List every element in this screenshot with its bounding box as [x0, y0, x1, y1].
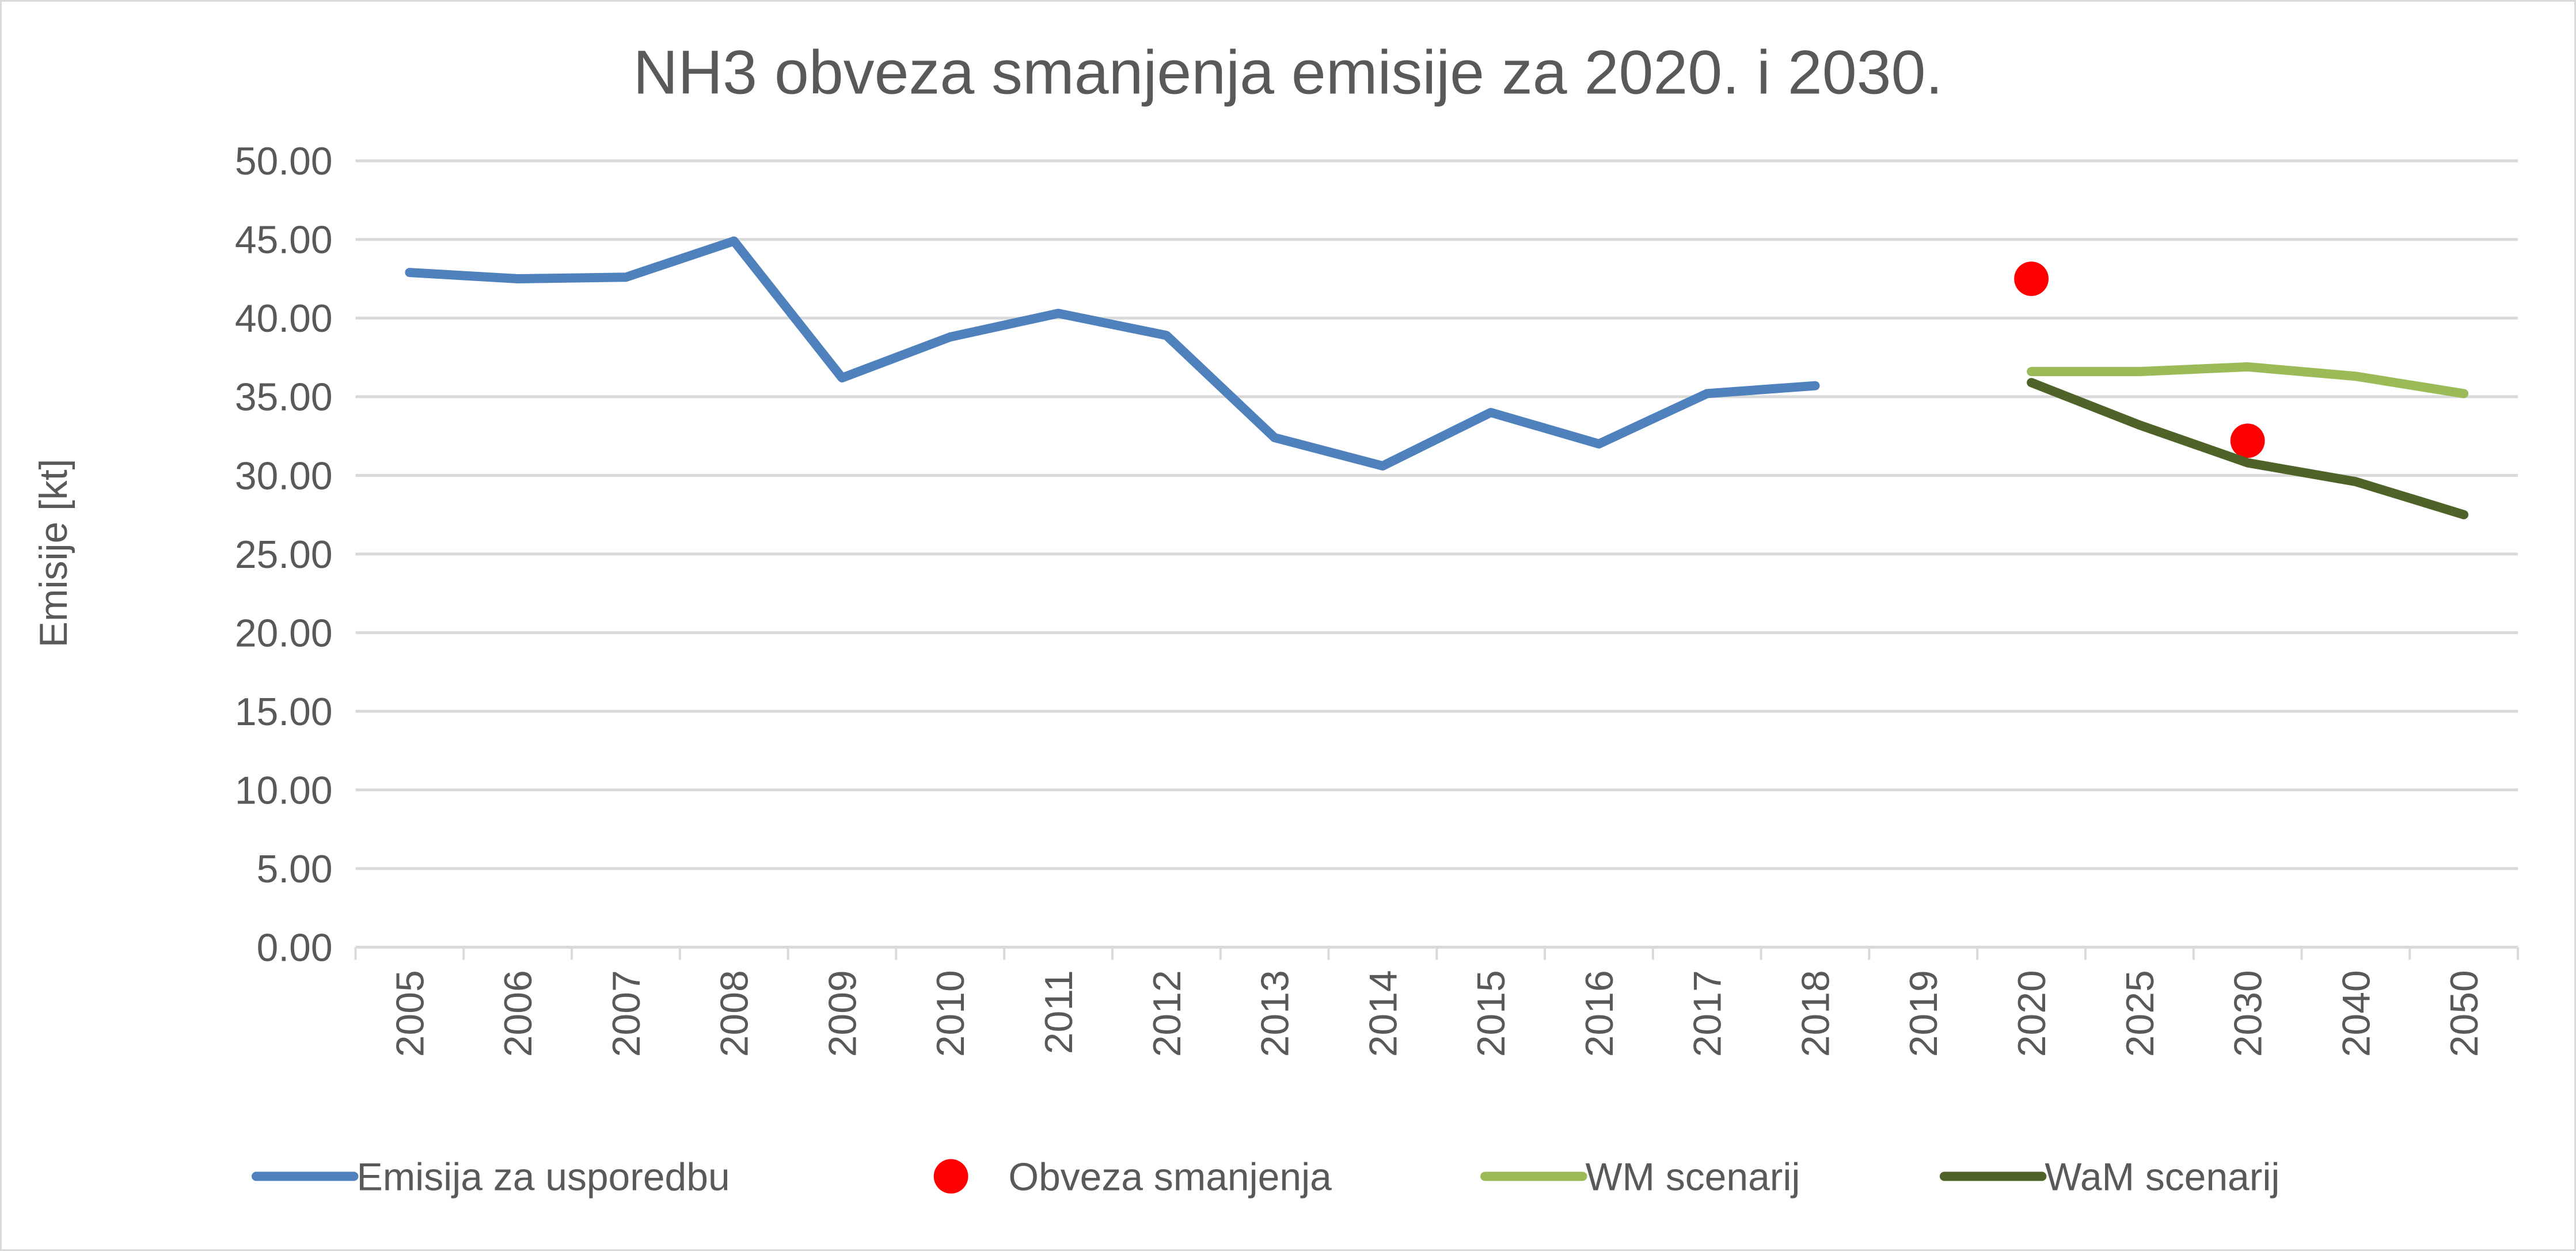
- y-tick-label: 0.00: [257, 926, 333, 969]
- y-tick-label: 20.00: [235, 612, 333, 655]
- x-tick-label: 2007: [605, 970, 648, 1057]
- legend-swatch: [933, 1159, 968, 1194]
- x-tick-label: 2005: [389, 970, 432, 1057]
- y-tick-label: 5.00: [257, 848, 333, 891]
- y-tick-label: 45.00: [235, 219, 333, 262]
- x-tick-label: 2050: [2443, 970, 2486, 1057]
- x-tick-label: 2015: [1470, 970, 1513, 1057]
- x-tick-label: 2006: [497, 970, 540, 1057]
- x-tick-label: 2010: [929, 970, 972, 1057]
- y-tick-label: 30.00: [235, 454, 333, 498]
- legend: Emisija za usporedbu Obveza smanjenja WM s…: [251, 1155, 2279, 1199]
- series-line-wm-scenarij: [2027, 362, 2469, 399]
- chart-title: NH3 obveza smanjenja emisije za 2020. i …: [633, 38, 1943, 107]
- y-tick-label: 35.00: [235, 376, 333, 419]
- x-tick-label: 2017: [1686, 970, 1730, 1057]
- x-tick-labels: 2005 2006 2007 2008 2009 2010 2011 2012 2013 2014…: [389, 970, 2486, 1057]
- x-tick-label: 2030: [2227, 970, 2270, 1057]
- x-tick-label: 2012: [1146, 970, 1189, 1057]
- y-tick-label: 15.00: [235, 691, 333, 734]
- legend-label: WM scenarij: [1586, 1155, 1800, 1199]
- legend-label: Emisija za usporedbu: [356, 1155, 730, 1199]
- legend-label: Obveza smanjenja: [1008, 1155, 1332, 1199]
- data-point-obveza: [2230, 423, 2265, 458]
- series-group: [405, 236, 2469, 520]
- x-tick-label: 2040: [2335, 970, 2378, 1057]
- gridlines: [354, 159, 2520, 960]
- x-tick-label: 2018: [1794, 970, 1837, 1057]
- x-tick-label: 2016: [1578, 970, 1621, 1057]
- x-tick-label: 2013: [1254, 970, 1297, 1057]
- y-tick-label: 40.00: [235, 297, 333, 340]
- series-line-wam-scenarij: [2027, 378, 2469, 520]
- y-axis-label: Emisije [kt]: [32, 458, 75, 647]
- series-line-emisija-za-usporedbu: [405, 236, 1820, 471]
- legend-label: WaM scenarij: [2045, 1155, 2279, 1199]
- x-tick-label: 2020: [2011, 970, 2054, 1057]
- x-tick-label: 2011: [1038, 970, 1081, 1054]
- y-tick-labels: 0.00 5.00 10.00 15.00 20.00 25.00 30.00 35.00 40…: [235, 140, 333, 969]
- y-tick-label: 50.00: [235, 140, 333, 183]
- x-tick-label: 2025: [2119, 970, 2162, 1057]
- x-tick-label: 2019: [1902, 970, 1946, 1057]
- y-tick-label: 25.00: [235, 533, 333, 577]
- y-tick-label: 10.00: [235, 769, 333, 812]
- x-tick-label: 2014: [1362, 970, 1405, 1057]
- data-point-obveza: [2014, 261, 2049, 296]
- x-tick-label: 2009: [821, 970, 864, 1057]
- x-tick-label: 2008: [713, 970, 757, 1057]
